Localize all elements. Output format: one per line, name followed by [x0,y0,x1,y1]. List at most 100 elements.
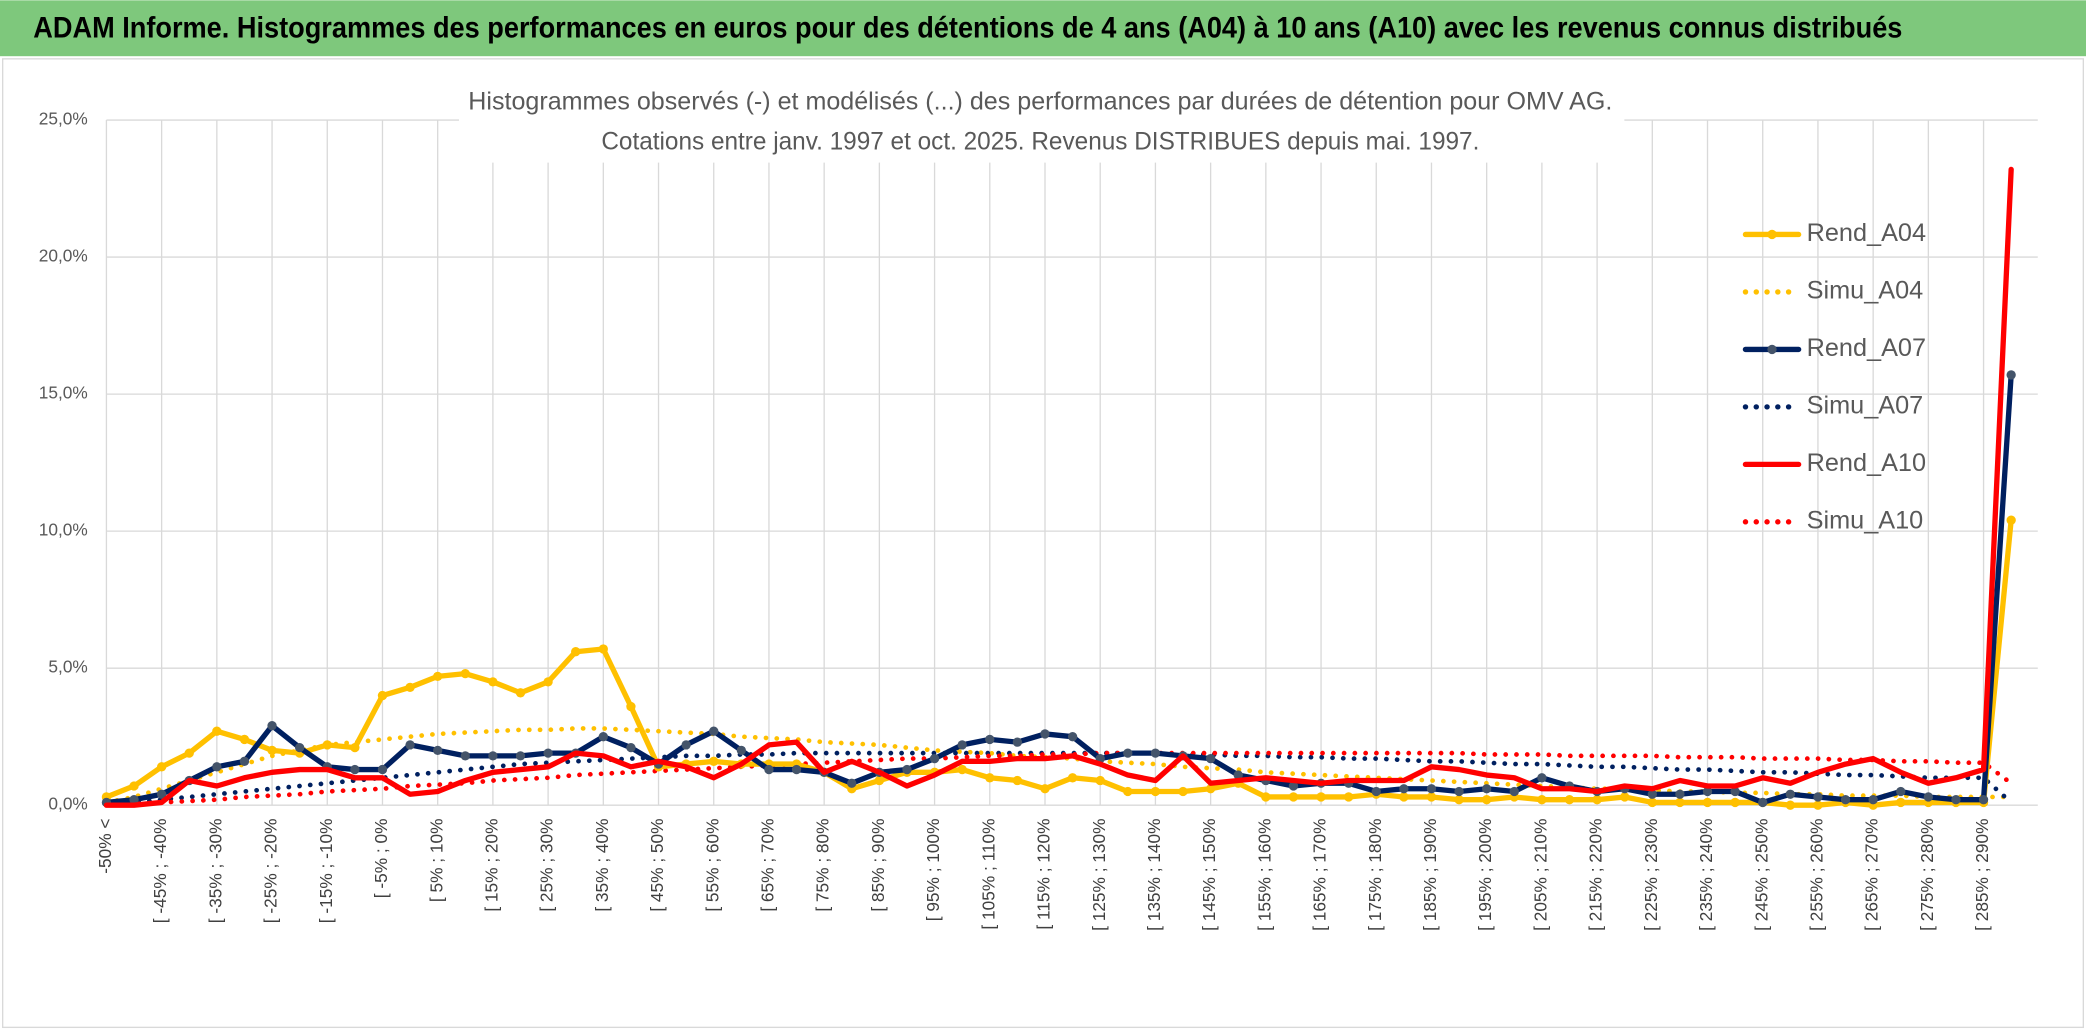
point [1702,786,1713,797]
point [764,764,774,775]
x-tick-label: [ 65% ; 70% [758,818,778,911]
x-tick-label: [ 275% ; 280% [1917,818,1937,930]
x-tick-label: [ 265% ; 270% [1862,818,1882,930]
point [1730,797,1740,808]
x-tick-label: [ -15% ; -10% [316,818,336,923]
point [985,734,995,745]
x-tick-label: [ 285% ; 290% [1972,818,1992,930]
point [1482,784,1492,794]
x-tick-label: [ 85% ; 90% [868,818,888,911]
point [267,745,277,756]
point [433,745,443,756]
legend-label: Rend_A04 [1807,219,1926,247]
point [1813,800,1823,810]
point [571,647,581,657]
x-tick-label: [ 105% ; 110% [978,818,998,929]
x-tick-label: [ 25% ; 30% [537,818,557,911]
point [350,742,360,753]
point [1316,792,1326,802]
x-tick-label: [ 135% ; 140% [1144,818,1164,930]
point [1840,795,1851,805]
point [1040,784,1050,794]
point [791,764,802,775]
x-tick-label: [ 205% ; 210% [1530,818,1550,930]
point [1896,797,1906,808]
point [1785,800,1795,810]
point [598,644,608,654]
point [626,701,636,712]
point [1288,792,1299,802]
point [405,740,415,750]
x-tick-label: [ 145% ; 150% [1199,818,1219,930]
x-tick-label: [ 185% ; 190% [1420,818,1440,930]
point [1123,786,1133,797]
point [681,740,691,750]
x-tick-label: [ 165% ; 170% [1310,818,1330,930]
point [1978,795,1989,805]
point [184,748,194,758]
point [1205,753,1216,764]
x-tick-label: [ -25% ; -20% [261,818,281,923]
x-tick-label: [ 75% ; 80% [813,818,833,911]
point [1482,795,1492,805]
x-tick-label: [ -45% ; -40% [150,818,170,923]
point [1758,797,1768,808]
point [957,740,967,750]
point [1150,748,1161,758]
x-tick-label: [ 195% ; 200% [1475,818,1495,930]
point [1454,795,1464,805]
point [1951,795,1961,805]
point [1426,784,1437,794]
point [488,751,498,761]
point [2006,515,2016,525]
point [598,732,608,742]
legend-label: Simu_A04 [1807,277,1924,305]
point [212,762,222,772]
x-tick-label: [ 245% ; 250% [1751,818,1771,930]
point [405,682,415,693]
point [460,668,470,679]
x-tick-label: [ 115% ; 120% [1034,818,1054,929]
legend-marker [1767,229,1777,240]
x-tick-label: [ -5% ; 0% [371,818,391,898]
legend-marker [1767,344,1777,355]
point [1620,792,1630,802]
series-line [103,166,2014,808]
point [736,745,746,756]
x-tick-label: [ 15% ; 20% [481,818,501,911]
point [156,762,167,772]
point [543,677,553,687]
point [543,748,553,758]
point [377,764,388,775]
point [1868,795,1878,805]
point [350,764,360,775]
header-bar [0,0,2086,57]
point [1399,784,1409,794]
point [433,671,443,682]
point [1702,797,1713,808]
x-tick-label: [ 215% ; 220% [1586,818,1606,930]
x-tick-label: [ 175% ; 180% [1365,818,1385,930]
point [156,789,167,799]
series-line [103,517,2014,808]
point [1813,792,1823,802]
y-tick-label: 10,0% [39,520,88,540]
x-tick-label: [ 5% ; 10% [426,818,446,902]
point [1150,786,1161,797]
y-tick-label: 20,0% [39,246,88,266]
point [515,751,526,761]
point [929,753,940,764]
point [1537,773,1547,783]
point [267,721,277,731]
chart-border [1,58,2085,1029]
x-tick-label: [ 55% ; 60% [702,818,722,911]
point [1537,795,1547,805]
point [957,764,967,775]
point [1371,786,1381,797]
point [709,756,719,766]
point [1233,770,1243,780]
point [1067,732,1078,742]
